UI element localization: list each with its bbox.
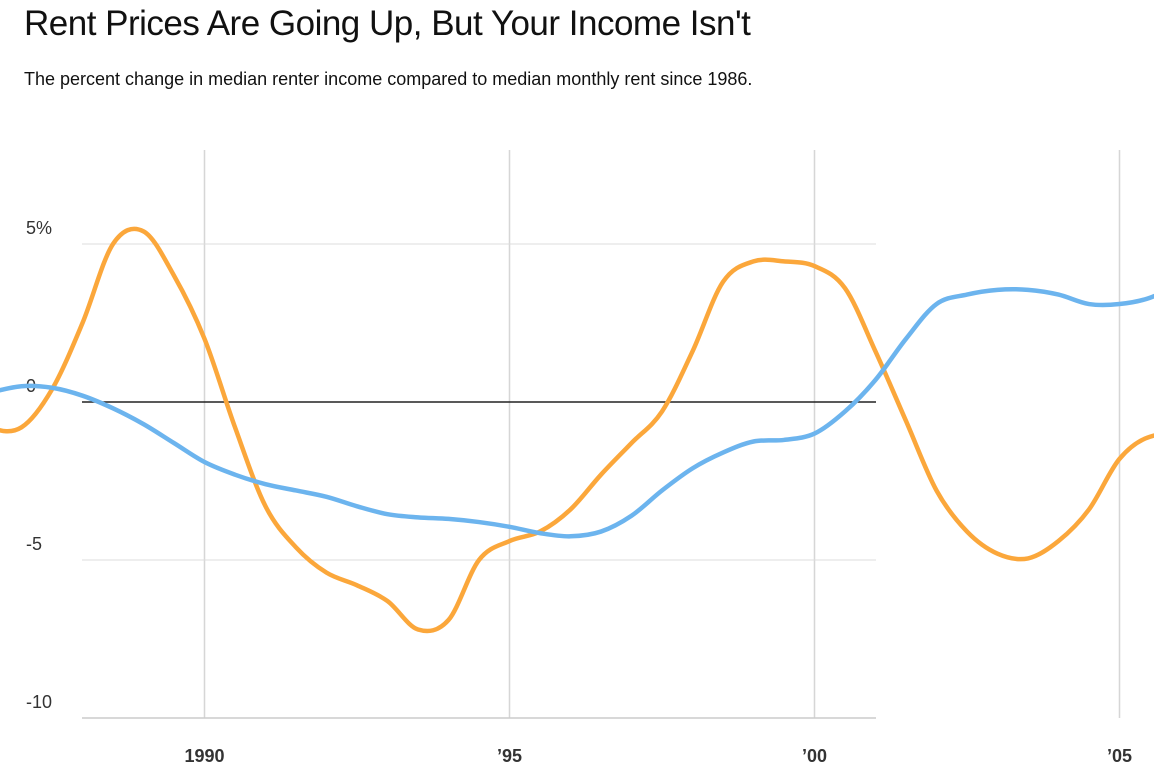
y-tick-label: 5% — [26, 218, 52, 238]
x-tick-label: 1990 — [184, 746, 224, 766]
series-line-rent — [0, 286, 1154, 539]
series-lines — [0, 226, 1154, 634]
y-tick-label: -10 — [26, 692, 52, 712]
chart-title: Rent Prices Are Going Up, But Your Incom… — [24, 4, 751, 43]
series-line-income — [0, 226, 1154, 634]
grid-lines — [82, 150, 1121, 719]
y-tick-label: -5 — [26, 534, 42, 554]
x-tick-label: ’95 — [497, 746, 522, 766]
x-axis: 1990’95’00’052010 — [82, 717, 1132, 766]
x-tick-label: ’05 — [1107, 746, 1132, 766]
y-axis: 5%0-5-10 — [26, 218, 52, 712]
chart-subtitle: The percent change in median renter inco… — [24, 69, 753, 89]
x-tick-label: ’00 — [802, 746, 827, 766]
